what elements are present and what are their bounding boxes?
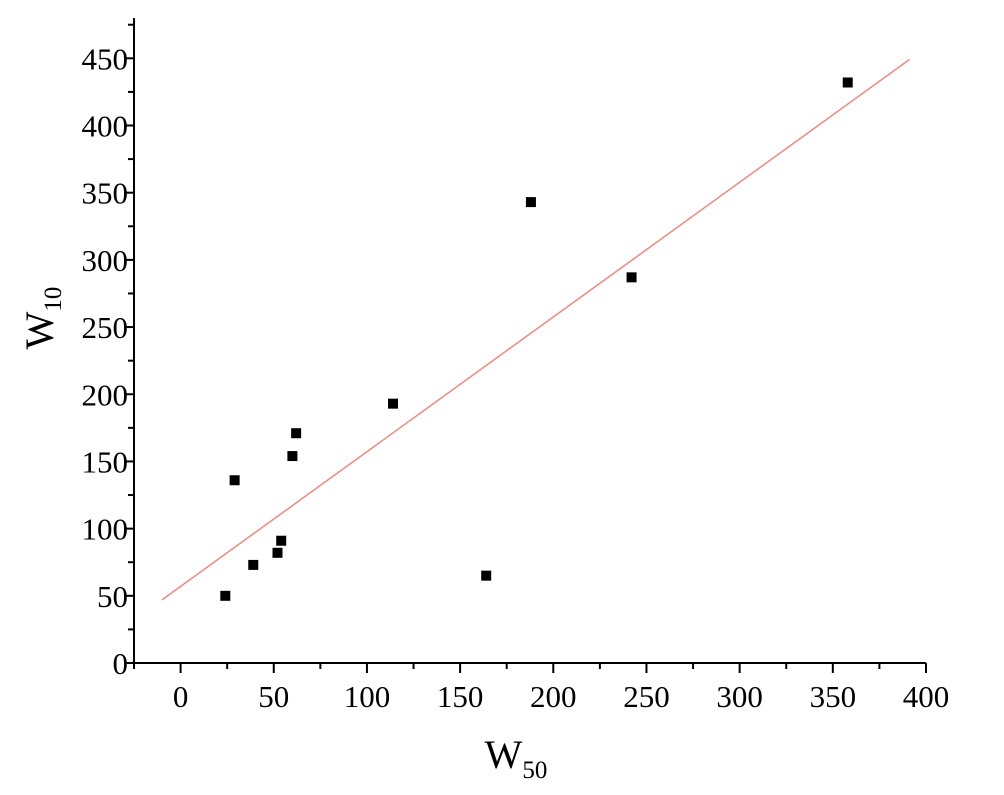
y-tick-label: 50: [97, 579, 128, 614]
ticks: 0 50 100 150 200 250 300 350 400 0 50 100 150 200 250 3…: [82, 23, 950, 714]
x-tick-label: 150: [437, 679, 484, 714]
y-axis-label: W10: [17, 287, 67, 350]
x-tick-label: 350: [810, 679, 857, 714]
y-tick-label: 350: [82, 176, 129, 211]
y-tick-label: 100: [82, 512, 129, 547]
x-tick-label: 400: [903, 679, 950, 714]
data-point: [276, 535, 287, 546]
data-point: [291, 428, 302, 439]
y-axis-label-main: W: [17, 311, 62, 349]
x-tick-label: 250: [623, 679, 670, 714]
y-tick-label: 400: [82, 109, 129, 144]
data-point: [481, 570, 492, 581]
data-point: [287, 451, 298, 462]
data-point: [248, 559, 259, 570]
data-point: [842, 77, 853, 88]
data-point: [220, 590, 231, 601]
data-point: [272, 547, 283, 558]
y-tick-label: 200: [82, 377, 129, 412]
y-tick-label: 150: [82, 444, 129, 479]
x-axis-label-sub: 50: [522, 757, 547, 784]
data-point: [388, 398, 399, 409]
y-tick-label: 0: [113, 646, 129, 681]
data-point: [626, 272, 637, 283]
x-tick-label: 300: [716, 679, 763, 714]
x-tick-label: 0: [173, 679, 189, 714]
fit-line: [161, 59, 910, 601]
x-tick-label: 50: [258, 679, 289, 714]
x-tick-label: 200: [530, 679, 577, 714]
x-axis-label: W50: [485, 732, 548, 784]
y-tick-label: 450: [82, 41, 129, 76]
data-points: [220, 77, 853, 601]
y-axis-label-sub: 10: [40, 287, 67, 312]
data-point: [525, 197, 536, 208]
x-tick-label: 100: [344, 679, 391, 714]
data-point: [229, 475, 240, 486]
y-tick-label: 250: [82, 310, 129, 345]
x-axis-label-main: W: [485, 732, 523, 777]
fit-line-group: [161, 59, 910, 601]
y-tick-label: 300: [82, 243, 129, 278]
